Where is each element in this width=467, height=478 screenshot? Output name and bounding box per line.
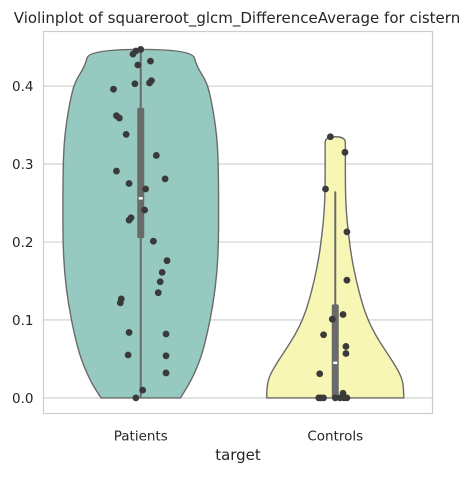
data-point — [342, 350, 350, 357]
data-point — [116, 299, 124, 307]
iqr-box — [331, 304, 339, 398]
data-point — [147, 57, 154, 65]
data-point — [125, 180, 133, 187]
x-tick-label: Controls — [307, 429, 363, 445]
data-point — [131, 80, 139, 88]
data-point — [341, 148, 349, 156]
y-tick-label: 0.0 — [12, 391, 33, 407]
data-point — [326, 133, 334, 141]
data-point — [162, 352, 170, 360]
iqr-box — [137, 107, 145, 239]
y-tick-label: 0.3 — [12, 157, 33, 173]
data-point — [110, 85, 117, 93]
plot-frame — [42, 30, 434, 415]
data-point — [142, 185, 150, 193]
y-tick-label: 0.2 — [12, 235, 33, 251]
y-tick-label: 0.1 — [12, 313, 33, 329]
chart-title: Violinplot of squareroot_glcm_Difference… — [14, 9, 460, 28]
data-point — [122, 131, 130, 138]
x-tick-label: Patients — [114, 429, 168, 445]
data-point — [125, 329, 133, 336]
data-point — [163, 257, 171, 265]
data-point — [343, 228, 351, 236]
data-point — [132, 394, 140, 402]
data-point — [328, 315, 336, 323]
data-point — [134, 61, 142, 69]
y-tick-label: 0.4 — [12, 79, 33, 95]
data-point — [320, 394, 327, 402]
median-marker — [333, 361, 338, 365]
data-point — [320, 331, 327, 339]
data-point — [162, 330, 170, 338]
data-point — [129, 50, 137, 58]
data-point — [342, 343, 350, 350]
data-point — [343, 276, 351, 284]
data-point — [331, 394, 339, 402]
data-point — [322, 185, 329, 193]
data-point — [316, 370, 324, 378]
data-point — [162, 369, 170, 377]
data-point — [158, 268, 166, 276]
box-layer — [137, 49, 339, 398]
violin-layer — [62, 48, 405, 399]
data-point — [161, 175, 169, 183]
data-point — [115, 114, 123, 122]
tick-layer: 0.0 0.1 0.2 0.3 0.4 Patients Controls — [12, 79, 363, 444]
data-point — [339, 311, 347, 318]
data-point — [152, 152, 160, 159]
data-point — [124, 351, 132, 359]
median-marker — [138, 197, 143, 200]
data-point — [125, 216, 133, 224]
data-point — [113, 167, 120, 175]
data-point — [139, 386, 147, 394]
x-axis-label: target — [215, 446, 261, 464]
data-point — [141, 206, 149, 214]
data-point — [343, 394, 351, 402]
data-point — [149, 237, 157, 245]
data-point — [156, 278, 164, 286]
point-layer — [110, 46, 351, 402]
data-point — [146, 79, 153, 87]
data-point — [154, 289, 162, 297]
